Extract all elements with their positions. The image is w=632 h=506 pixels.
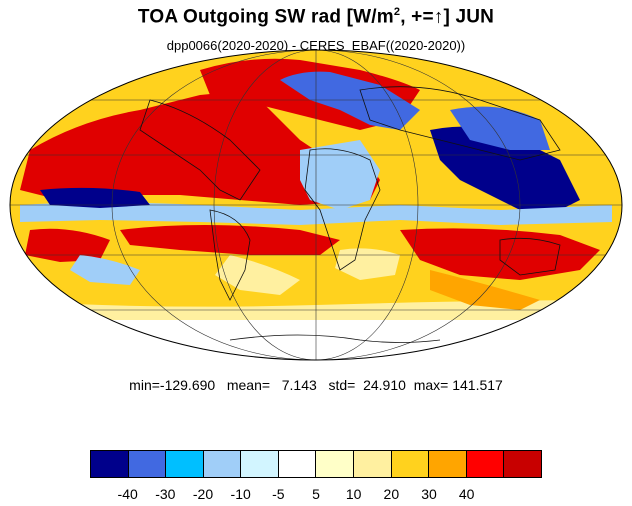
colorbar-tick-label: 10 (345, 486, 362, 502)
coastlines (139, 86, 561, 343)
colorbar-swatch (166, 451, 204, 477)
field-sepacific-red (25, 228, 110, 262)
field-southern-orange (430, 270, 540, 310)
colorbar-tick-label: 30 (421, 486, 437, 502)
plot-title: TOA Outgoing SW rad [W/m2, +=↑] JUN (0, 6, 632, 28)
title-text-suffix: ] JUN (443, 6, 495, 28)
colorbar-tick-label: -30 (155, 486, 176, 502)
title-superscript: 2 (393, 6, 401, 18)
field-pacific-blue (40, 187, 150, 208)
colorbar-swatch (429, 451, 467, 477)
field-north-red (20, 93, 380, 205)
field-asia-blue (430, 126, 580, 220)
mean-value: 7.143 (281, 377, 317, 393)
colorbar-swatch (241, 451, 279, 477)
colorbar-swatch (391, 451, 430, 477)
colorbar-tick-label: -5 (272, 486, 285, 502)
world-map-mollweide (9, 49, 623, 361)
std-value: 24.910 (363, 377, 406, 393)
colorbar-swatch (316, 451, 355, 477)
field-patch-2 (335, 248, 400, 280)
max-label: max= (413, 377, 449, 393)
title-text-mid: , += (400, 6, 434, 28)
plot-subtitle: dpp0066(2020-2020) - CERES_EBAF((2020-20… (166, 38, 466, 53)
colorbar-tick-label: -10 (230, 486, 251, 502)
statistics-line: min=-129.690 mean= 7.143 std= 24.910 max… (0, 377, 632, 393)
colorbar-swatch (278, 451, 317, 477)
field-patch-3 (70, 255, 140, 285)
colorbar-tick-label: 40 (458, 486, 475, 502)
colorbar-tick-label: -40 (117, 486, 138, 502)
colorbar-tick-label: 20 (383, 486, 400, 502)
field-europe-blue (280, 71, 420, 130)
map-field (10, 50, 622, 360)
map-border (9, 49, 623, 361)
std-label: std= (328, 377, 356, 393)
colorbar-swatch (504, 451, 541, 477)
field-patch-1 (215, 255, 300, 295)
up-arrow-icon: ↑ (433, 6, 444, 28)
colorbar-tick-label: 5 (312, 486, 320, 502)
min-label: min= (129, 377, 160, 393)
max-value: 141.517 (452, 377, 503, 393)
mean-label: mean= (226, 377, 271, 393)
colorbar (90, 450, 542, 478)
field-siberia-blue (450, 106, 550, 150)
colorbar-swatch (91, 451, 129, 477)
colorbar-swatch (354, 451, 392, 477)
title-text: TOA Outgoing SW rad [W/m (137, 6, 394, 28)
field-south-atlantic-red (120, 225, 340, 255)
colorbar-swatch (466, 451, 505, 477)
colorbar-swatch (203, 451, 242, 477)
colorbar-swatch (128, 451, 167, 477)
colorbar-tick-label: -20 (192, 486, 214, 502)
field-sahara (300, 140, 380, 210)
min-value: -129.690 (159, 377, 216, 393)
